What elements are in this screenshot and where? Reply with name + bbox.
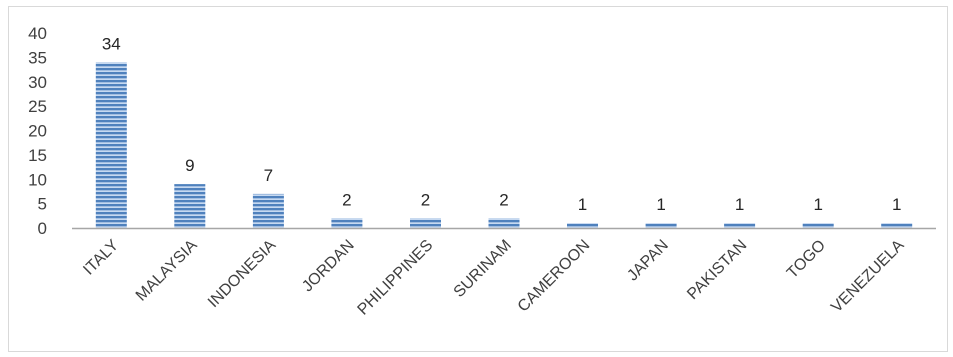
bar-indonesia (252, 193, 284, 228)
bar-togo (802, 223, 834, 228)
data-label-venezuela: 1 (892, 195, 901, 214)
y-tick-label: 25 (28, 97, 47, 116)
data-label-cameroon: 1 (578, 195, 587, 214)
y-tick-label: 5 (38, 195, 47, 214)
x-tick-label-surinam: SURINAM (451, 237, 515, 301)
data-label-pakistan: 1 (735, 195, 744, 214)
y-tick-label: 40 (28, 24, 47, 43)
data-labels: 34 9 7 2 2 2 1 1 1 1 1 (102, 34, 902, 214)
data-label-togo: 1 (813, 195, 822, 214)
bar-malaysia (174, 184, 206, 228)
bar-philippines (410, 218, 441, 229)
bar-japan (645, 223, 677, 228)
data-label-japan: 1 (656, 195, 665, 214)
x-tick-label-indonesia: INDONESIA (205, 237, 279, 311)
y-axis-ticks: 0 5 10 15 20 25 30 35 40 (28, 24, 47, 238)
bar-cameroon (567, 223, 598, 228)
x-tick-label-jordan: JORDAN (299, 237, 358, 296)
y-tick-label: 35 (28, 48, 47, 67)
x-tick-label-togo: TOGO (784, 237, 829, 282)
x-tick-label-italy: ITALY (80, 237, 122, 279)
x-tick-label-venezuela: VENEZUELA (828, 237, 908, 317)
bar-jordan (331, 218, 363, 229)
y-tick-label: 10 (28, 170, 47, 189)
x-tick-label-malaysia: MALAYSIA (133, 237, 201, 305)
y-tick-label: 30 (28, 73, 47, 92)
bar-surinam (488, 218, 520, 229)
y-tick-label: 20 (28, 122, 47, 141)
x-tick-label-cameroon: CAMEROON (515, 237, 594, 316)
y-tick-label: 15 (28, 146, 47, 165)
data-label-surinam: 2 (499, 190, 508, 209)
chart-frame (8, 6, 948, 352)
data-label-jordan: 2 (342, 190, 351, 209)
data-label-indonesia: 7 (264, 166, 273, 185)
x-tick-label-pakistan: PAKISTAN (684, 237, 750, 303)
bar-pakistan (724, 223, 756, 228)
bars (95, 62, 913, 229)
data-label-italy: 34 (102, 34, 121, 53)
bar-italy (95, 62, 127, 229)
y-tick-label: 0 (38, 219, 47, 238)
x-tick-label-philippines: PHILIPPINES (355, 237, 437, 319)
data-label-philippines: 2 (421, 190, 430, 209)
data-label-malaysia: 9 (185, 156, 194, 175)
x-tick-label-japan: JAPAN (624, 237, 672, 285)
bar-venezuela (881, 223, 913, 228)
